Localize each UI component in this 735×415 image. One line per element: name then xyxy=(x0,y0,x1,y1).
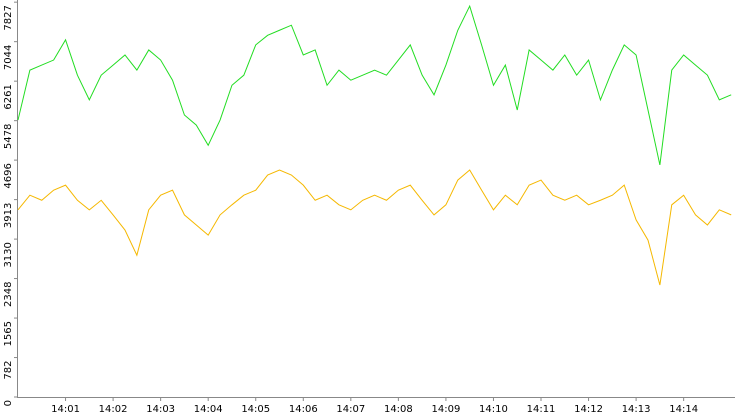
y-tick-label: 7827 xyxy=(3,5,14,30)
x-tick-label: 14:05 xyxy=(241,404,270,415)
x-tick-label: 14:04 xyxy=(194,404,223,415)
x-tick-label: 14:01 xyxy=(51,404,80,415)
y-tick-label: 3130 xyxy=(3,242,14,267)
x-tick-label: 14:13 xyxy=(622,404,651,415)
y-tick-label: 5478 xyxy=(3,124,14,149)
y-tick-label: 7044 xyxy=(3,45,14,70)
y-tick-label: 4696 xyxy=(3,163,14,188)
series-line xyxy=(17,169,732,286)
x-tick-label: 14:10 xyxy=(479,404,508,415)
x-tick-label: 14:12 xyxy=(574,404,603,415)
x-tick-label: 14:06 xyxy=(289,404,318,415)
y-tick-label: 6261 xyxy=(3,84,14,109)
x-tick-label: 14:08 xyxy=(384,404,413,415)
x-tick-label: 14:03 xyxy=(146,404,175,415)
x-tick-label: 14:02 xyxy=(99,404,128,415)
y-tick-label: 2348 xyxy=(3,282,14,307)
x-tick-label: 14:07 xyxy=(336,404,365,415)
x-tick-label: 14:14 xyxy=(669,404,698,415)
series-line xyxy=(17,4,732,166)
x-tick-label: 14:11 xyxy=(527,404,556,415)
y-tick-label: 3913 xyxy=(3,203,14,228)
y-tick-label: 1565 xyxy=(3,321,14,346)
x-tick-label: 14:09 xyxy=(432,404,461,415)
y-tick-label: 782 xyxy=(3,361,14,380)
y-tick-label: 0 xyxy=(3,400,14,406)
